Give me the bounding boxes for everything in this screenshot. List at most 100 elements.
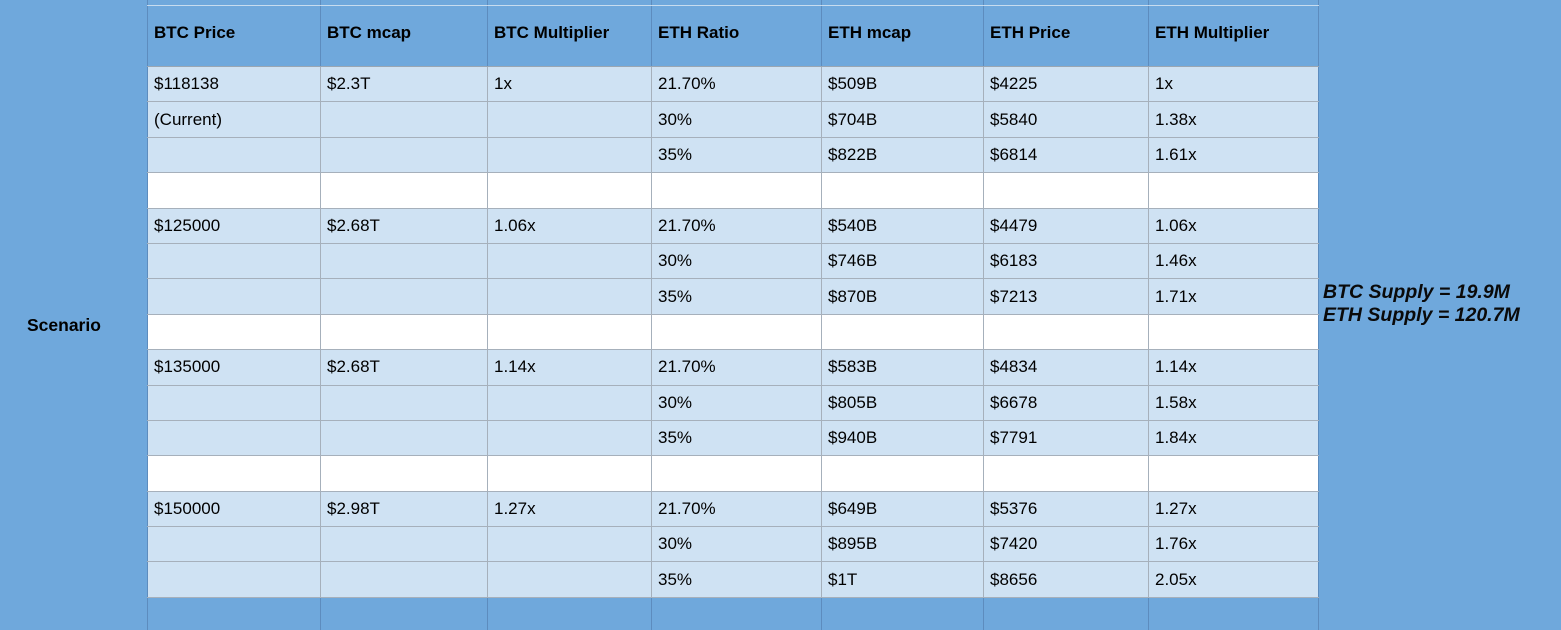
table-cell[interactable]	[320, 313, 488, 351]
table-cell[interactable]: $5376	[983, 490, 1149, 528]
table-cell[interactable]	[320, 242, 488, 280]
table-cell[interactable]: 1.27x	[1148, 490, 1319, 528]
table-cell[interactable]: $135000	[147, 349, 321, 386]
table-cell[interactable]: 1.61x	[1148, 136, 1319, 174]
table-cell[interactable]: $1T	[821, 561, 984, 598]
table-cell[interactable]	[147, 136, 321, 174]
table-cell[interactable]: $540B	[821, 207, 984, 244]
table-cell[interactable]: 1.14x	[487, 349, 652, 386]
table-cell[interactable]: 1.38x	[1148, 101, 1319, 138]
table-cell[interactable]: 1.58x	[1148, 384, 1319, 421]
table-cell[interactable]: $895B	[821, 526, 984, 563]
table-cell[interactable]	[651, 455, 822, 492]
table-cell[interactable]: 1x	[487, 65, 652, 103]
table-cell[interactable]: 1.46x	[1148, 242, 1319, 280]
table-cell[interactable]	[487, 242, 652, 280]
column-header-btc-mcap[interactable]: BTC mcap	[320, 0, 488, 67]
table-cell[interactable]: $649B	[821, 490, 984, 528]
table-cell[interactable]	[821, 313, 984, 351]
table-cell[interactable]: 1.27x	[487, 490, 652, 528]
table-cell[interactable]	[487, 526, 652, 563]
table-cell[interactable]: 2.05x	[1148, 561, 1319, 598]
table-cell[interactable]: $805B	[821, 384, 984, 421]
table-cell[interactable]	[651, 313, 822, 351]
table-cell[interactable]	[320, 419, 488, 457]
table-cell[interactable]	[320, 136, 488, 174]
table-cell[interactable]	[983, 455, 1149, 492]
table-cell[interactable]: 35%	[651, 136, 822, 174]
table-cell[interactable]	[320, 101, 488, 138]
table-cell[interactable]	[1148, 172, 1319, 209]
table-cell[interactable]: $2.68T	[320, 207, 488, 244]
table-cell[interactable]: $2.68T	[320, 349, 488, 386]
table-cell[interactable]: $4834	[983, 349, 1149, 386]
table-cell[interactable]: $704B	[821, 101, 984, 138]
table-cell[interactable]: 1.06x	[1148, 207, 1319, 244]
table-cell[interactable]	[320, 561, 488, 598]
table-cell[interactable]	[983, 313, 1149, 351]
table-cell[interactable]: $940B	[821, 419, 984, 457]
table-cell[interactable]	[821, 455, 984, 492]
column-header-eth-price[interactable]: ETH Price	[983, 0, 1149, 67]
table-cell[interactable]: 30%	[651, 242, 822, 280]
table-cell[interactable]	[147, 561, 321, 598]
table-cell[interactable]: $118138	[147, 65, 321, 103]
column-header-btc-multiplier[interactable]: BTC Multiplier	[487, 0, 652, 67]
table-cell[interactable]: 21.70%	[651, 349, 822, 386]
table-cell[interactable]: $4225	[983, 65, 1149, 103]
table-cell[interactable]: $7420	[983, 526, 1149, 563]
column-header-eth-ratio[interactable]: ETH Ratio	[651, 0, 822, 67]
table-cell[interactable]: $8656	[983, 561, 1149, 598]
table-cell[interactable]	[983, 172, 1149, 209]
table-cell[interactable]	[487, 561, 652, 598]
table-cell[interactable]	[651, 172, 822, 209]
table-cell[interactable]: 1.71x	[1148, 278, 1319, 315]
table-cell[interactable]	[487, 278, 652, 315]
table-cell[interactable]	[320, 596, 488, 630]
table-cell[interactable]: $6183	[983, 242, 1149, 280]
table-cell[interactable]	[487, 136, 652, 174]
table-cell[interactable]	[487, 455, 652, 492]
table-cell[interactable]	[320, 384, 488, 421]
table-cell[interactable]: $6678	[983, 384, 1149, 421]
table-cell[interactable]: $822B	[821, 136, 984, 174]
table-cell[interactable]: $509B	[821, 65, 984, 103]
table-cell[interactable]	[320, 526, 488, 563]
table-cell[interactable]: 21.70%	[651, 490, 822, 528]
column-header-btc-price[interactable]: BTC Price	[147, 0, 321, 67]
table-cell[interactable]: 35%	[651, 278, 822, 315]
table-cell[interactable]	[147, 313, 321, 351]
table-cell[interactable]: $746B	[821, 242, 984, 280]
table-cell[interactable]	[147, 526, 321, 563]
table-cell[interactable]: $583B	[821, 349, 984, 386]
table-cell[interactable]: $6814	[983, 136, 1149, 174]
column-header-eth-multiplier[interactable]: ETH Multiplier	[1148, 0, 1319, 67]
table-cell[interactable]	[147, 384, 321, 421]
table-cell[interactable]: 1x	[1148, 65, 1319, 103]
table-cell[interactable]: $2.98T	[320, 490, 488, 528]
table-cell[interactable]: 1.06x	[487, 207, 652, 244]
table-cell[interactable]	[1148, 455, 1319, 492]
column-header-eth-mcap[interactable]: ETH mcap	[821, 0, 984, 67]
table-cell[interactable]	[487, 419, 652, 457]
table-cell[interactable]	[487, 172, 652, 209]
table-cell[interactable]	[320, 455, 488, 492]
table-cell[interactable]	[320, 278, 488, 315]
table-cell[interactable]: 1.14x	[1148, 349, 1319, 386]
table-cell[interactable]	[1148, 596, 1319, 630]
table-cell[interactable]	[487, 596, 652, 630]
table-cell[interactable]	[147, 419, 321, 457]
table-cell[interactable]: $870B	[821, 278, 984, 315]
table-cell[interactable]: 30%	[651, 101, 822, 138]
table-cell[interactable]: 30%	[651, 526, 822, 563]
table-cell[interactable]: $2.3T	[320, 65, 488, 103]
table-cell[interactable]	[487, 101, 652, 138]
table-cell[interactable]: 30%	[651, 384, 822, 421]
table-cell[interactable]	[147, 455, 321, 492]
table-cell[interactable]	[147, 242, 321, 280]
table-cell[interactable]	[487, 384, 652, 421]
table-cell[interactable]: $5840	[983, 101, 1149, 138]
table-cell[interactable]	[487, 313, 652, 351]
table-cell[interactable]	[1148, 313, 1319, 351]
table-cell[interactable]: 35%	[651, 561, 822, 598]
